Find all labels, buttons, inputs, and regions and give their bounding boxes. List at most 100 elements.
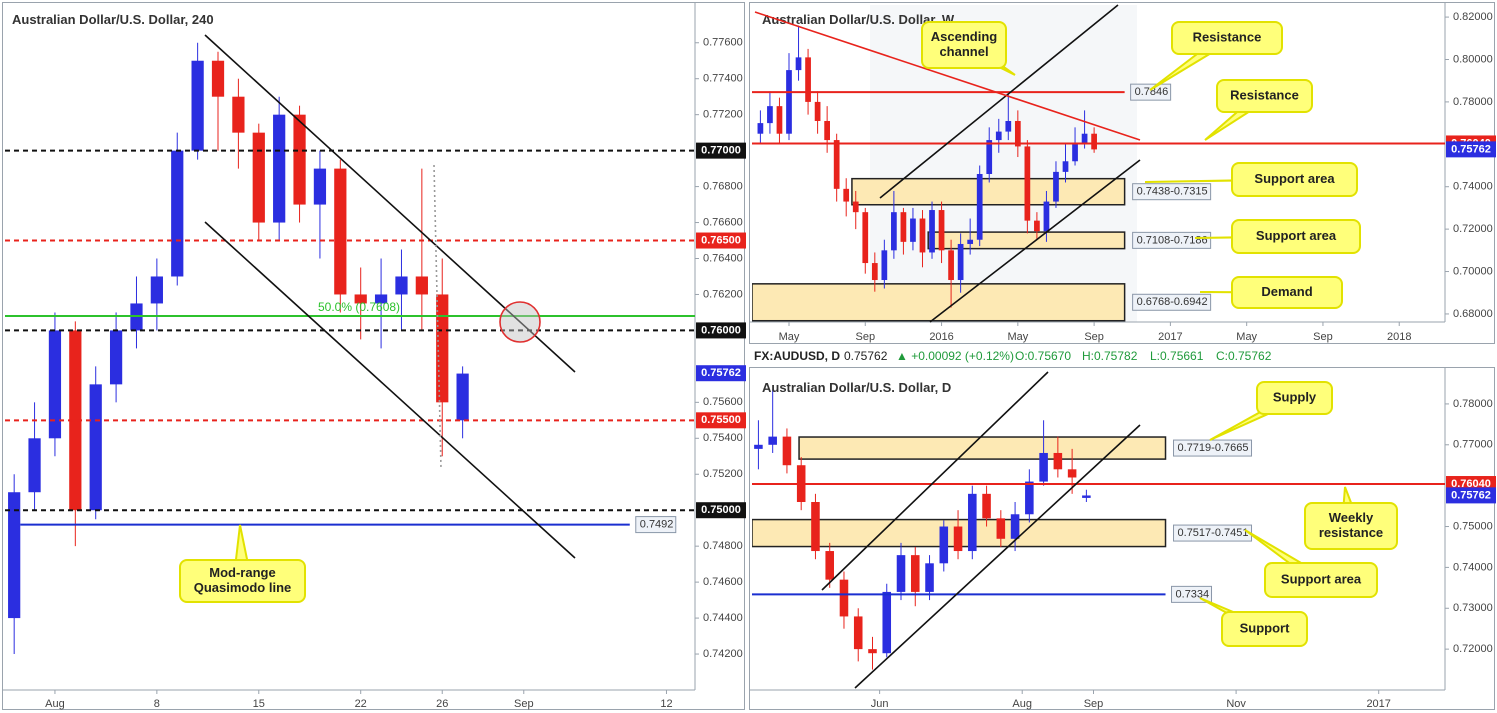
panel: 0.78000 0.77000 0.75000 0.74000 0.73000 0.720…	[749, 367, 1496, 710]
candle-body	[354, 294, 367, 304]
candle-body	[948, 250, 954, 281]
axis-price-box	[696, 502, 746, 519]
y-tick-label: 0.80000	[1453, 53, 1493, 65]
tags: 0.7492	[635, 516, 677, 534]
callout-text: Support area	[1254, 171, 1335, 186]
y-tick-label: 0.72000	[1453, 643, 1493, 655]
tags: 0.7438-0.7315 0.7108-0.7186 0.6768-0.6942 0…	[1130, 83, 1212, 311]
axis-price-label: 0.76000	[701, 324, 741, 336]
price-tag-box	[1132, 293, 1212, 311]
candle-body	[1067, 469, 1077, 478]
price-tag: 0.7846	[1135, 86, 1169, 98]
candle-body	[786, 70, 792, 134]
candle-body	[1053, 171, 1059, 202]
candle-body	[891, 212, 897, 251]
channel-line	[854, 424, 1141, 689]
x-tick-label: 15	[253, 698, 265, 710]
candle-body	[896, 555, 906, 592]
y-tick-label: 0.82000	[1453, 11, 1493, 23]
price-tag: 0.7492	[640, 518, 674, 530]
candle-body	[1039, 452, 1048, 482]
x-tick-label: May	[779, 331, 800, 343]
candle-body	[48, 330, 62, 439]
candle-body	[293, 114, 306, 205]
y-tick-label: 0.73000	[1453, 602, 1493, 614]
candle-body	[1062, 161, 1069, 172]
x-tick-label: Sep	[1313, 331, 1333, 343]
panel-frame	[2, 2, 745, 710]
candle-body	[1053, 452, 1063, 470]
quote-close: C:0.75762	[1216, 349, 1272, 363]
candle-body	[976, 173, 983, 240]
candle-body	[69, 330, 82, 511]
candle-body	[957, 243, 964, 281]
channel-line	[821, 371, 1049, 591]
candle-body	[882, 591, 892, 654]
callout-text: Supply	[1273, 389, 1317, 404]
callout-box	[1231, 162, 1358, 197]
panel: 0.77600 0.77400 0.77200 0.76800 0.76600 0.764…	[2, 2, 746, 710]
last-price-label: 0.75762	[701, 367, 741, 379]
price-tag: 0.7517-0.7451	[1178, 527, 1249, 539]
y-tick-label: 0.76800	[703, 180, 743, 192]
candle-body	[1034, 220, 1040, 232]
y-tick-label: 0.74400	[703, 612, 743, 624]
panel-frame	[749, 2, 1495, 344]
candle-body	[996, 518, 1006, 539]
candle-body	[995, 131, 1002, 141]
last-price-label: 0.75762	[1451, 143, 1491, 155]
x-tick-label: Sep	[1084, 331, 1104, 343]
callout-box	[1216, 79, 1313, 113]
callout-text: Resistance	[1193, 29, 1262, 44]
channel-line	[204, 221, 576, 559]
quote-price: 0.75762	[844, 349, 888, 363]
price-tag-box	[1130, 83, 1172, 101]
candle-body	[938, 210, 945, 251]
x-tick-label: Jun	[871, 698, 889, 710]
x-tick-label: May	[1007, 331, 1028, 343]
channel-line	[929, 159, 1141, 323]
last-price-box	[1446, 141, 1496, 158]
callout-text: Demand	[1261, 284, 1312, 299]
y-tick-label: 0.76200	[703, 288, 743, 300]
price-tag-box	[1132, 183, 1212, 201]
y-tick-label: 0.77200	[703, 109, 743, 121]
y-tick-label: 0.77000	[1453, 439, 1493, 451]
price-tag-box	[1132, 231, 1212, 249]
candle-body	[862, 212, 869, 264]
highlight-circle	[499, 301, 541, 343]
last-price-box	[696, 365, 746, 382]
price-tag: 0.7438-0.7315	[1137, 186, 1208, 198]
candle-body	[757, 123, 764, 134]
x-tick-label: 12	[660, 698, 672, 710]
y-tick-label: 0.76400	[703, 252, 743, 264]
candle-body	[953, 526, 963, 552]
chart-title: Australian Dollar/U.S. Dollar, 240	[12, 12, 214, 27]
panel-frame	[749, 367, 1495, 710]
price-tag: 0.7108-0.7186	[1137, 234, 1208, 246]
callout-text: Support area	[1256, 228, 1337, 243]
candle-body	[1025, 481, 1034, 515]
candle-body	[871, 263, 878, 281]
callout-text: Support area	[1281, 571, 1362, 586]
candle-body	[252, 132, 265, 223]
candle-body	[939, 526, 949, 564]
tags: 0.7719-0.7665 0.7517-0.7451 0.7334	[1171, 439, 1253, 603]
candle-body	[171, 150, 184, 277]
candle-body	[919, 218, 926, 253]
y-tick-label: 0.75600	[703, 396, 743, 408]
axis-price-box	[696, 322, 746, 339]
candle-body	[374, 294, 388, 304]
x-tick-label: Sep	[1084, 698, 1104, 710]
callout-text: Resistance	[1230, 87, 1299, 102]
axis-price-box	[696, 232, 746, 249]
candle-body	[910, 555, 920, 592]
chart-title: Australian Dollar/U.S. Dollar, D	[762, 380, 951, 395]
callout-text: Weekly	[1329, 510, 1374, 525]
candle-body	[28, 438, 41, 493]
candle-body	[768, 436, 777, 445]
candle-body	[754, 444, 763, 449]
candle-body	[456, 373, 469, 421]
candle-body	[929, 210, 935, 253]
